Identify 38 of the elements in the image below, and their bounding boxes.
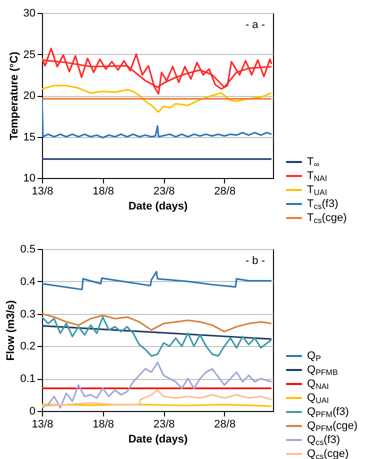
x-tick-label: 28/8	[214, 418, 236, 430]
legend-label: Q$_{PFMB}$	[307, 364, 338, 377]
legend-label: T$_{cs}$(cge)	[307, 212, 347, 225]
x-tick-label: 28/8	[214, 186, 236, 198]
legend-label: Q$_{PFM}$(f3)	[307, 406, 349, 419]
y-tick-label: 10	[23, 172, 36, 184]
legend-label: T$_{cs}$(f3)	[307, 198, 338, 211]
legend-label: T$_{UAI}$	[307, 184, 328, 197]
legend-label: T$_{∞}$	[307, 156, 320, 169]
y-tick-label: 20	[23, 90, 36, 102]
x-tick-label: 18/8	[92, 418, 114, 430]
y-tick-label: 0.2	[20, 340, 36, 353]
x-tick-label: 23/8	[153, 418, 175, 430]
y-tick-label: 0	[29, 406, 36, 418]
x-tick-label: 18/8	[92, 186, 114, 198]
legend-label: Q$_{PFM}$(cge)	[307, 420, 358, 433]
y-axis-title: Flow (m3/s)	[5, 300, 18, 361]
legend-label: Q$_{NAI}$	[307, 378, 329, 391]
legend-label: T$_{NAI}$	[307, 170, 328, 183]
legend-label: Q$_{P}$	[307, 350, 321, 363]
legend-label: Q$_{cs}$(f3)	[307, 434, 340, 447]
y-tick-label: 30	[23, 8, 36, 20]
y-tick-label: 0.1	[20, 373, 36, 386]
y-tick-label: 0.4	[20, 276, 36, 288]
y-tick-label: 15	[23, 131, 36, 144]
x-axis-title: Date (days)	[128, 200, 188, 212]
x-tick-label: 13/8	[32, 418, 54, 430]
y-tick-label: 25	[23, 48, 36, 61]
y-tick-label: 0.3	[20, 308, 36, 320]
x-tick-label: 13/8	[32, 186, 54, 198]
y-tick-label: 0.5	[20, 244, 36, 256]
legend-label: Q$_{cs}$(cge)	[307, 448, 349, 459]
annotation: - a -	[245, 19, 266, 31]
legend-label: Q$_{UAI}$	[307, 392, 329, 405]
x-tick-label: 23/8	[153, 186, 175, 198]
annotation: - b -	[245, 255, 266, 267]
x-axis-title: Date (days)	[128, 434, 188, 446]
y-axis-title: Temperature (°C)	[8, 51, 20, 140]
